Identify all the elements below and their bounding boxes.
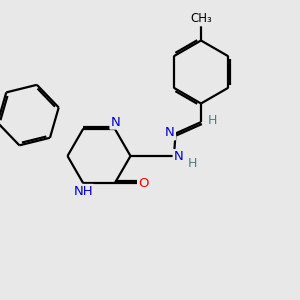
Text: N: N (110, 116, 120, 129)
Text: H: H (188, 157, 197, 170)
Text: O: O (139, 177, 149, 190)
Text: CH₃: CH₃ (190, 12, 212, 26)
Text: NH: NH (74, 185, 93, 198)
Text: H: H (208, 114, 217, 127)
Text: N: N (165, 126, 175, 140)
Text: N: N (174, 150, 183, 163)
